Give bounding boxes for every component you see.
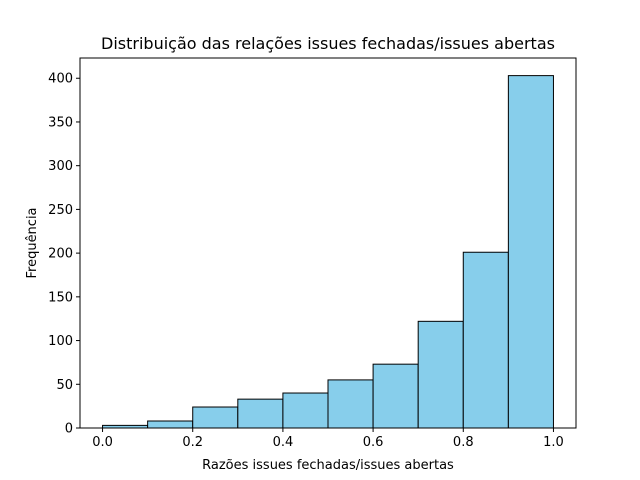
bar [372, 363, 419, 429]
bar [462, 251, 509, 429]
y-tick-label: 150 [48, 290, 73, 305]
y-tick-label: 400 [48, 72, 73, 87]
y-axis-label: Frequência [25, 207, 40, 278]
x-tick-label: 0.8 [453, 435, 474, 450]
plot-frame [79, 57, 577, 429]
x-tick-label: 0.4 [273, 435, 294, 450]
x-tick-label: 0.2 [182, 435, 203, 450]
bar [417, 320, 464, 429]
bar [507, 75, 554, 429]
y-tick-label: 300 [48, 159, 73, 174]
y-tick-label: 350 [48, 115, 73, 130]
bar [237, 398, 284, 429]
x-axis-label: Razões issues fechadas/issues abertas [202, 458, 454, 473]
x-tick-label: 0.6 [363, 435, 384, 450]
y-tick-label: 0 [65, 422, 73, 437]
bar [192, 406, 239, 429]
y-tick-label: 50 [56, 378, 73, 393]
y-tick-label: 250 [48, 203, 73, 218]
x-tick-label: 0.0 [92, 435, 113, 450]
bar [147, 420, 194, 429]
bar [282, 392, 329, 429]
x-tick-label: 1.0 [543, 435, 564, 450]
y-tick-label: 200 [48, 247, 73, 262]
bar [327, 379, 374, 429]
y-tick-label: 100 [48, 334, 73, 349]
chart-title: Distribuição das relações issues fechada… [101, 34, 555, 53]
